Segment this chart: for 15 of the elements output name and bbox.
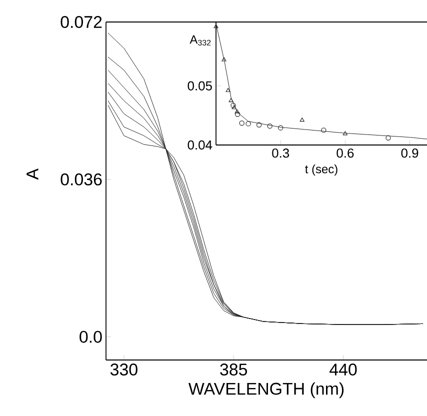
x-tick-label: 330 xyxy=(110,364,138,376)
y-tick-label: 0.04 xyxy=(188,140,212,150)
x-tick-label: 0.6 xyxy=(336,148,354,158)
y-axis-title: A xyxy=(26,168,38,180)
y-tick-label: 0.036 xyxy=(60,173,102,186)
x-tick-label: 385 xyxy=(220,364,248,376)
y-tick-label: 0.05 xyxy=(188,81,212,90)
x-tick-label: 0.9 xyxy=(401,148,418,158)
y-tick-label: 0.0 xyxy=(80,330,102,343)
x-axis-title: t (sec) xyxy=(305,164,338,176)
y-axis-title: A$_{332}$ xyxy=(190,35,211,46)
x-tick-label: 0.3 xyxy=(272,148,290,158)
x-tick-label: 440 xyxy=(330,364,357,376)
x-axis-title: WAVELENGTH (nm) xyxy=(188,382,344,398)
y-tick-label: 0.072 xyxy=(60,16,102,28)
